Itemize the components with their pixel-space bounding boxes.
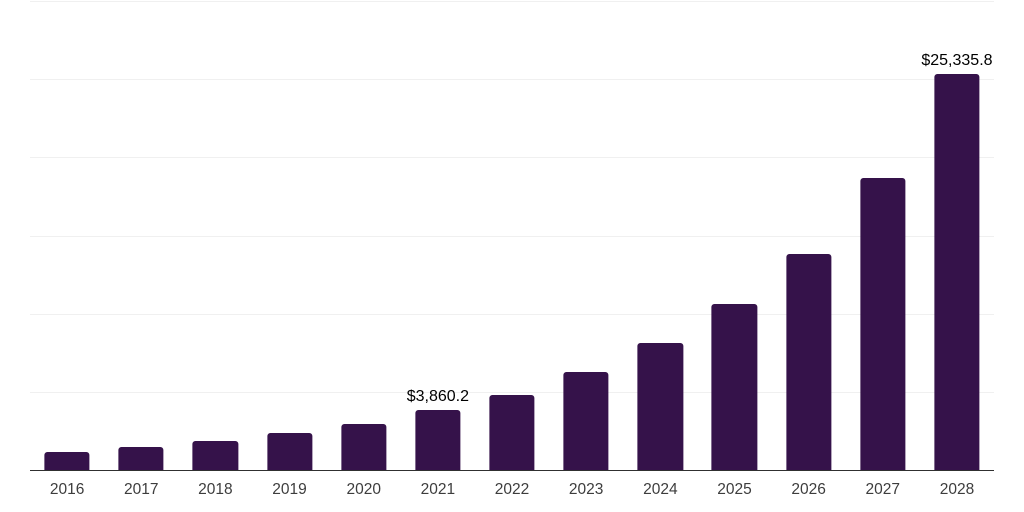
x-tick-label-2025: 2025 bbox=[717, 481, 752, 498]
bar-2026[interactable] bbox=[786, 253, 832, 470]
bar-group-2017 bbox=[104, 1, 178, 470]
bar-group-2024 bbox=[623, 1, 697, 470]
bar-group-2019 bbox=[252, 1, 326, 470]
x-tick-label-2028: 2028 bbox=[939, 481, 975, 498]
x-axis-line bbox=[30, 469, 994, 471]
gridline-5000 bbox=[30, 391, 994, 393]
bar-2021[interactable] bbox=[415, 409, 461, 470]
x-tick-label-2016: 2016 bbox=[49, 481, 85, 498]
bar-group-2016 bbox=[30, 1, 104, 470]
gridline-20000 bbox=[30, 157, 994, 159]
plot-area: $3,860.2 $25,335.8 bbox=[30, 1, 994, 470]
bar-2017[interactable] bbox=[118, 446, 164, 470]
bar-group-2020 bbox=[327, 1, 401, 470]
bar-2024[interactable] bbox=[637, 343, 683, 470]
x-tick-label-2023: 2023 bbox=[568, 481, 604, 498]
x-tick-label-2020: 2020 bbox=[346, 481, 381, 498]
x-tick-label-2021: 2021 bbox=[420, 481, 456, 498]
gridline-15000 bbox=[30, 235, 994, 237]
bar-group-2028: $25,335.8 bbox=[920, 1, 994, 470]
bar-group-2021: $3,860.2 bbox=[401, 1, 475, 470]
bar-2025[interactable] bbox=[711, 304, 758, 470]
bar-2020[interactable] bbox=[341, 423, 387, 470]
bar-2023[interactable] bbox=[563, 372, 609, 470]
bar-group-2026 bbox=[772, 1, 846, 470]
x-axis-labels: 2016 2017 2018 2019 2020 2021 2022 2023 2024 2025… bbox=[30, 481, 994, 499]
bar-2022[interactable] bbox=[489, 394, 535, 470]
x-tick-label-2026: 2026 bbox=[791, 481, 826, 498]
x-tick-label-2018: 2018 bbox=[198, 481, 233, 498]
bar-group-2022 bbox=[475, 1, 549, 470]
gridline-25000 bbox=[30, 79, 994, 81]
data-label-2028: $25,335.8 bbox=[921, 51, 993, 69]
x-tick-label-2024: 2024 bbox=[643, 481, 678, 498]
x-tick-label-2022: 2022 bbox=[494, 481, 530, 498]
bar-group-2025 bbox=[697, 1, 771, 470]
x-tick-label-2027: 2027 bbox=[865, 481, 901, 498]
bar-2018[interactable] bbox=[192, 440, 239, 470]
bar-group-2027 bbox=[846, 1, 920, 470]
data-label-2021: $3,860.2 bbox=[406, 387, 469, 405]
bar-2019[interactable] bbox=[266, 432, 313, 470]
bar-group-2018 bbox=[178, 1, 252, 470]
x-tick-label-2019: 2019 bbox=[272, 481, 307, 498]
gridline-30000 bbox=[30, 1, 994, 2]
bar-2016[interactable] bbox=[44, 452, 90, 470]
bar-group-2023 bbox=[549, 1, 623, 470]
bar-columns: $3,860.2 $25,335.8 bbox=[30, 1, 994, 470]
gridline-10000 bbox=[30, 313, 994, 315]
bar-2027[interactable] bbox=[860, 178, 906, 470]
x-tick-label-2017: 2017 bbox=[123, 481, 159, 498]
bar-2028[interactable] bbox=[934, 73, 980, 470]
